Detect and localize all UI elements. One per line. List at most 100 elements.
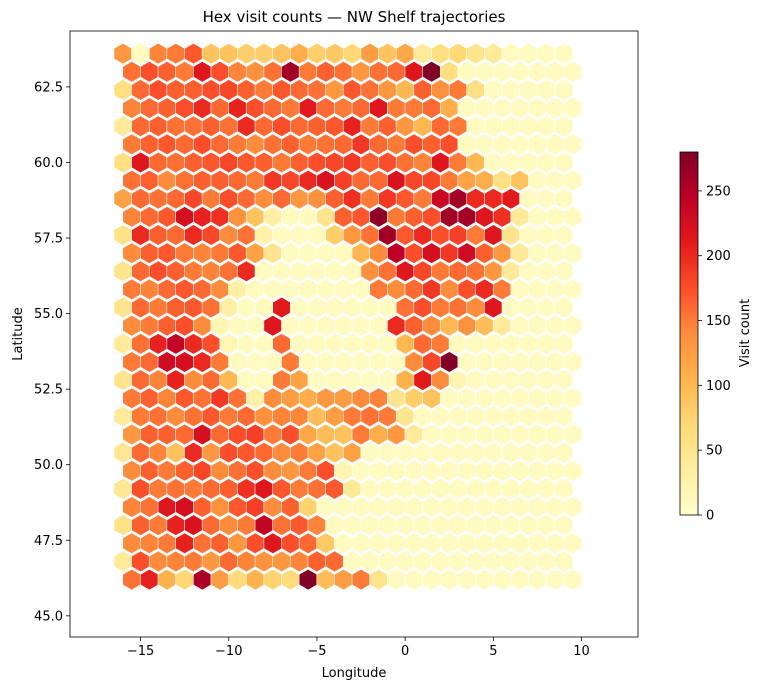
hex-cell: [122, 169, 142, 192]
hex-cell: [316, 97, 336, 119]
hex-cell: [272, 405, 291, 428]
hex-cell: [351, 351, 371, 373]
hex-cell: [193, 532, 212, 555]
hex-cell: [545, 314, 565, 337]
hex-cell: [413, 296, 433, 319]
hex-cell: [131, 478, 150, 500]
hex-cell: [439, 206, 459, 228]
hex-cell: [122, 242, 142, 264]
hex-cell: [166, 79, 186, 101]
hex-cell: [272, 115, 291, 137]
hex-cell: [528, 423, 547, 446]
hex-cell: [184, 514, 203, 536]
hex-cell: [281, 133, 300, 156]
hex-cell: [360, 405, 380, 428]
hex-cell: [395, 296, 415, 319]
hex-cell: [290, 79, 309, 101]
hex-cell: [431, 224, 450, 246]
hex-cell: [387, 97, 406, 119]
hex-cell: [140, 460, 159, 482]
hex-cell: [422, 423, 441, 446]
hex-cell: [113, 115, 133, 137]
hex-cell: [184, 224, 203, 246]
hex-cell: [510, 133, 530, 156]
hex-cell: [219, 441, 239, 464]
hex-cell: [290, 441, 309, 464]
hex-cell: [298, 169, 318, 192]
hex-cell: [431, 296, 450, 319]
hex-cell: [254, 188, 274, 210]
hex-cell: [492, 314, 512, 337]
hex-cell: [272, 441, 291, 464]
hex-cell: [466, 79, 486, 101]
hex-cell: [536, 79, 556, 101]
hex-cell: [422, 351, 441, 373]
hex-cell: [210, 278, 230, 301]
hex-cell: [272, 79, 291, 101]
hex-cell: [131, 115, 150, 137]
hex-cell: [448, 79, 468, 101]
hex-cell: [148, 333, 168, 355]
hex-cell: [351, 387, 371, 409]
hex-cell: [219, 42, 239, 65]
hex-cell: [228, 97, 247, 119]
hex-cell: [228, 133, 247, 156]
hex-cell: [263, 351, 283, 373]
hex-cell: [237, 333, 256, 355]
hex-cell: [263, 496, 283, 518]
hex-cell: [510, 460, 530, 482]
hex-cell: [422, 314, 441, 337]
hex-cell: [369, 169, 388, 192]
hex-cell: [245, 423, 265, 446]
hex-cell: [193, 496, 212, 518]
hex-cell: [334, 496, 353, 518]
hex-cell: [193, 423, 212, 446]
hex-cell: [201, 115, 221, 137]
hex-cell: [140, 133, 159, 156]
hex-cell: [536, 115, 556, 137]
hex-cell: [378, 79, 397, 101]
hex-cell: [307, 42, 327, 65]
hex-cell: [475, 97, 494, 119]
hex-cell: [166, 42, 186, 65]
hex-cell: [501, 115, 521, 137]
hex-cell: [307, 188, 327, 210]
hex-cell: [466, 478, 486, 500]
hex-cell: [492, 496, 512, 518]
hex-cell: [519, 478, 538, 500]
hex-cell: [475, 532, 494, 555]
hex-cell: [536, 514, 556, 536]
hex-cell: [131, 514, 150, 536]
hex-cell: [554, 188, 574, 210]
hex-cell: [245, 532, 265, 555]
hex-cell: [122, 532, 142, 555]
hex-cell: [360, 369, 380, 391]
hex-cell: [254, 550, 274, 573]
colorbar-tick-label: 150: [706, 314, 731, 329]
hex-cell: [166, 478, 186, 500]
hex-cell: [298, 242, 318, 264]
hex-cell: [554, 369, 574, 391]
y-axis: 45.0 47.5 50.0 52.5 55.0 57.5 60.0 62.5: [34, 80, 70, 624]
hex-cell: [166, 224, 186, 246]
hex-cell: [193, 278, 212, 301]
hex-cell: [334, 351, 353, 373]
hex-cell: [140, 568, 159, 591]
hex-cell: [334, 460, 353, 482]
hex-cell: [193, 61, 212, 83]
hex-cell: [431, 369, 450, 391]
hex-cell: [201, 514, 221, 536]
hex-cell: [351, 61, 371, 83]
hex-cell: [334, 314, 353, 337]
hex-cell: [193, 568, 212, 591]
hex-cell: [439, 532, 459, 555]
colorbar-tick-label: 100: [706, 379, 731, 394]
hex-cell: [528, 314, 547, 337]
hex-cell: [316, 387, 336, 409]
hex-cell: [563, 351, 583, 373]
hex-cell: [439, 169, 459, 192]
hex-cell: [369, 387, 388, 409]
hex-cell: [140, 423, 159, 446]
hex-cell: [563, 133, 583, 156]
hex-cell: [387, 242, 406, 264]
